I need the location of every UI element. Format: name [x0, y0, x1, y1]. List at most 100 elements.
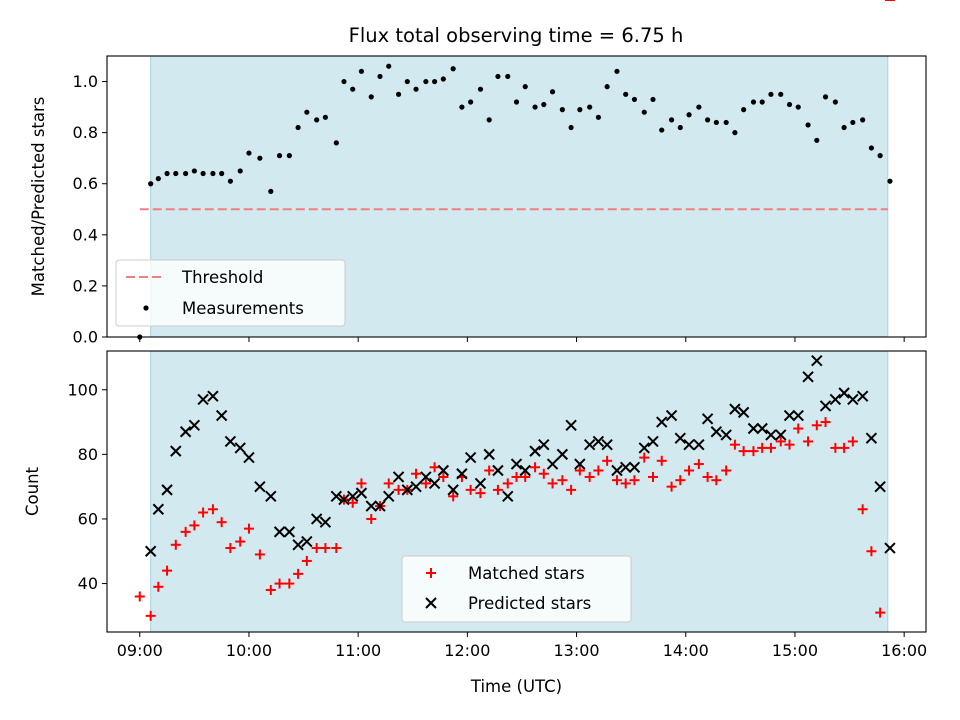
- matched-point: [656, 455, 667, 466]
- predicted-point: [665, 409, 678, 422]
- predicted-point-b: [188, 419, 201, 431]
- measurement-point: [395, 91, 402, 97]
- predicted-point-b: [437, 464, 450, 477]
- ratio-y-axis-label: Matched/Predicted stars: [29, 97, 48, 297]
- matched-point: [448, 491, 459, 502]
- measurement-point: [623, 91, 629, 97]
- predicted-point: [188, 419, 201, 431]
- measurement-point: [257, 155, 263, 161]
- predicted-point-b: [330, 490, 343, 503]
- measurement-points: [137, 63, 893, 340]
- count-panel-frame: [106, 350, 927, 633]
- predicted-point: [838, 387, 850, 399]
- predicted-point: [492, 464, 504, 477]
- predicted-point-b: [656, 416, 668, 428]
- matched-point: [475, 488, 486, 499]
- measurement-point: [750, 99, 757, 105]
- matched-point: [265, 585, 276, 596]
- measurement-point: [641, 109, 647, 115]
- measurement-point: [795, 104, 801, 110]
- matched-point: [301, 555, 312, 566]
- predicted-point: [207, 390, 219, 402]
- matched-point: [254, 549, 265, 560]
- predicted-point-b: [161, 484, 173, 496]
- y-tick-label: 0.0: [73, 328, 98, 347]
- matched-point: [198, 507, 209, 518]
- predicted-point-b: [224, 435, 237, 448]
- legend-predicted-marker: [425, 597, 437, 609]
- matched-point: [320, 543, 331, 554]
- measurement-point: [759, 99, 765, 105]
- predicted-point-b: [170, 445, 182, 457]
- predicted-point-b: [611, 464, 623, 477]
- predicted-point: [234, 442, 246, 454]
- x-tick-label: 14:00: [663, 641, 709, 660]
- predicted-point-b: [355, 487, 368, 499]
- predicted-point: [556, 448, 569, 461]
- matched-point: [666, 481, 677, 492]
- predicted-point-b: [310, 513, 323, 525]
- predicted-point: [619, 461, 632, 473]
- predicted-point: [410, 480, 422, 493]
- x-tick-label: 15:00: [772, 641, 818, 660]
- matched-point: [639, 452, 650, 463]
- predicted-point-b: [538, 438, 550, 451]
- predicted-point: [628, 461, 641, 473]
- matched-point: [170, 539, 181, 550]
- predicted-point: [819, 400, 832, 412]
- matched-point: [602, 455, 613, 466]
- predicted-point: [693, 438, 705, 451]
- predicted-point: [747, 422, 760, 435]
- predicted-point-b: [865, 432, 878, 444]
- predicted-point-b: [365, 500, 377, 512]
- predicted-point: [161, 484, 173, 496]
- predicted-point-b: [197, 393, 209, 406]
- measurement-point: [887, 178, 893, 184]
- predicted-point-b: [701, 413, 714, 425]
- matched-point: [793, 423, 804, 434]
- measurement-point: [495, 73, 501, 80]
- measurement-point: [723, 119, 729, 126]
- predicted-point-b: [273, 526, 286, 538]
- predicted-point-b: [729, 403, 741, 415]
- predicted-point-b: [583, 438, 596, 451]
- measurement-point: [768, 91, 774, 97]
- predicted-point: [811, 354, 823, 367]
- matched-point: [547, 478, 558, 489]
- measurement-point: [595, 114, 602, 120]
- measurement-point: [341, 78, 347, 85]
- measurement-point: [877, 153, 883, 159]
- measurement-point: [440, 76, 446, 82]
- measurement-point: [686, 112, 692, 118]
- predicted-point-b: [447, 484, 459, 496]
- predicted-point: [510, 458, 523, 470]
- predicted-point-b: [838, 387, 850, 399]
- legend-matched-label: Matched stars: [468, 564, 585, 583]
- matched-point: [225, 543, 236, 554]
- predicted-point: [829, 393, 842, 406]
- measurement-point: [237, 168, 243, 174]
- measurement-point: [741, 107, 747, 113]
- predicted-point-b: [383, 490, 395, 503]
- predicted-point: [592, 435, 605, 448]
- matched-point: [830, 442, 841, 453]
- count-y-axis-label: Count: [23, 466, 42, 516]
- matched-point: [216, 517, 227, 528]
- predicted-point-b: [374, 500, 386, 512]
- matched-point: [702, 471, 713, 482]
- predicted-point-b: [792, 409, 804, 422]
- matched-point: [775, 436, 786, 447]
- measurement-point: [183, 170, 189, 177]
- measurement-point: [413, 86, 419, 92]
- matched-point: [765, 442, 776, 453]
- measurement-point: [219, 170, 225, 177]
- measurement-point: [173, 170, 179, 177]
- predicted-point: [737, 406, 750, 419]
- measurement-point: [778, 91, 784, 97]
- predicted-point: [464, 451, 477, 464]
- predicted-point: [765, 429, 777, 441]
- measurement-point: [786, 101, 793, 108]
- predicted-point: [546, 458, 559, 470]
- predicted-point-b: [529, 445, 541, 457]
- matched-point: [675, 475, 686, 486]
